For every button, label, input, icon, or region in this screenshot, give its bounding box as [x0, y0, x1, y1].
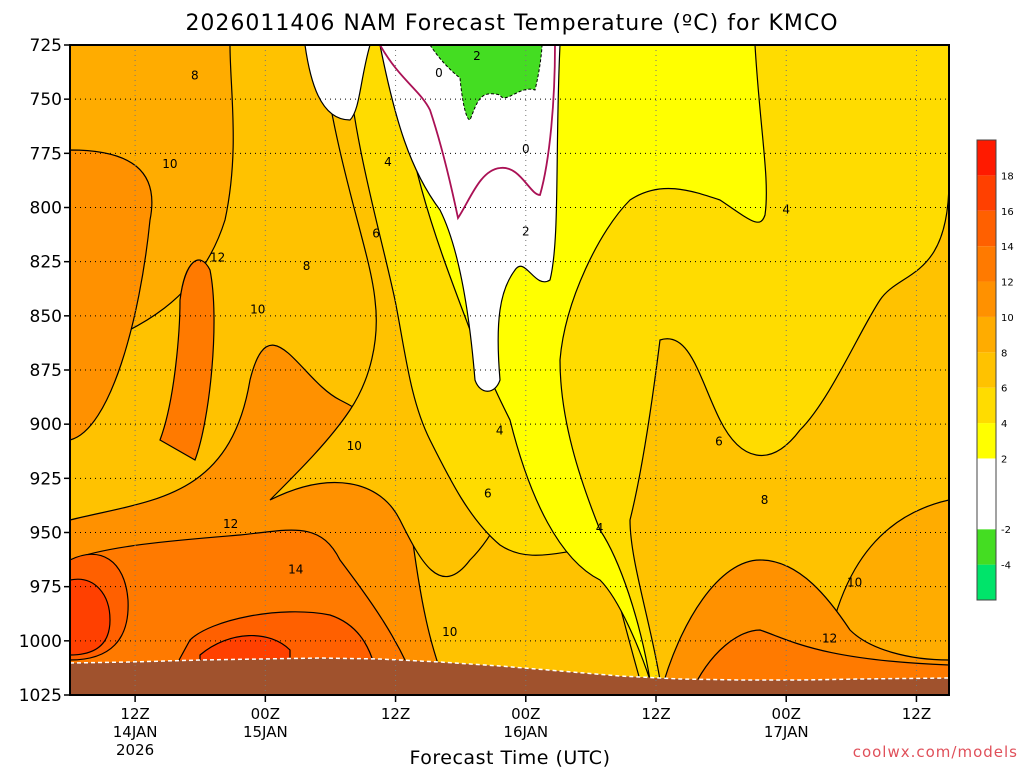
chart-title: 2026011406 NAM Forecast Temperature (ºC)… [185, 11, 838, 36]
x-tick-date: 15JAN [243, 723, 288, 741]
temp-band-12-14 [70, 259, 949, 695]
grid [70, 45, 949, 695]
colorbar-frame [976, 139, 997, 601]
x-tick-label: 12Z [641, 705, 670, 723]
x-tick-label: 00Z [511, 705, 540, 723]
colorbar-tick-label: -2 [1001, 525, 1011, 536]
x-tick-year: 2026 [116, 741, 154, 759]
y-tick-label: 1000 [19, 632, 62, 652]
y-tick-label: 750 [30, 90, 62, 110]
ground-terrain [70, 657, 949, 695]
contour-label: 10 [250, 302, 265, 316]
colorbar-bin [977, 246, 996, 282]
colorbar-tick-label: 4 [1001, 419, 1007, 430]
y-tick-label: 775 [30, 144, 62, 164]
colorbar-bin [977, 175, 996, 211]
contour-label: 14 [288, 562, 303, 576]
contour-label: 10 [162, 157, 177, 171]
y-tick-label: 825 [30, 253, 62, 273]
colorbar-bin [977, 387, 996, 424]
plot-area: 8 10 12 10 8 6 4 0 2 0 2 4 10 4 6 12 14 4 6 8 10 10 12 [70, 45, 949, 695]
colorbar-bin [977, 210, 996, 247]
colorbar: -4 -2 2 4 6 8 10 12 14 16 18 [976, 139, 1014, 601]
y-tick-label: 850 [30, 307, 62, 327]
y-tick-label: 950 [30, 524, 62, 544]
x-tick-label: 12Z [120, 705, 149, 723]
contour-label: 8 [303, 259, 311, 273]
colorbar-tick-label: 10 [1001, 313, 1014, 324]
contour-label: 12 [223, 517, 238, 531]
colorbar-tick-label: 16 [1001, 207, 1014, 218]
contour-label: 0 [522, 142, 530, 156]
x-tick-date: 16JAN [503, 723, 548, 741]
contour-label: 4 [496, 424, 504, 438]
colorbar-tick-label: 18 [1001, 171, 1014, 182]
colorbar-tick-label: 2 [1001, 454, 1007, 465]
colorbar-bin [977, 564, 996, 600]
colorbar-bin [977, 140, 996, 176]
x-tick-label: 00Z [772, 705, 801, 723]
contour-label: 4 [384, 155, 392, 169]
y-tick-label: 975 [30, 578, 62, 598]
contour-label: 4 [596, 521, 604, 535]
colorbar-bin [977, 281, 996, 317]
y-tick-label: 925 [30, 469, 62, 489]
contour-label: 8 [761, 493, 769, 507]
colorbar-bin [977, 529, 996, 565]
y-tick-label: 725 [30, 36, 62, 56]
colorbar-tick-label: -4 [1001, 561, 1011, 572]
colorbar-tick-label: 12 [1001, 278, 1014, 289]
temp-band-neg4-neg2 [429, 45, 543, 121]
x-tick-label: 12Z [902, 705, 931, 723]
y-tick-label: 900 [30, 415, 62, 435]
contour-label: 6 [715, 435, 723, 449]
colorbar-bin [977, 352, 996, 388]
contour-label: 6 [372, 227, 380, 241]
colorbar-bin [977, 458, 996, 530]
contour-label: 12 [210, 250, 225, 264]
x-tick-date: 14JAN [113, 723, 158, 741]
x-tick-label: 12Z [381, 705, 410, 723]
y-axis: 725 750 775 800 825 850 875 900 925 950 975 1000 102… [19, 36, 70, 706]
temp-band-neg2-2 [304, 45, 561, 392]
colorbar-bin [977, 316, 996, 353]
y-tick-label: 875 [30, 361, 62, 381]
colorbar-tick-label: 14 [1001, 242, 1014, 253]
contour-label: 2 [473, 49, 481, 63]
contour-label: 0 [435, 66, 443, 80]
y-tick-label: 1025 [19, 686, 62, 706]
contour-label: 12 [822, 632, 837, 646]
source-credit: coolwx.com/models [853, 743, 1018, 761]
y-tick-label: 800 [30, 199, 62, 219]
contour-label: 4 [782, 203, 790, 217]
colorbar-bin [977, 423, 996, 459]
freezing-line [379, 45, 556, 221]
x-axis-label: Forecast Time (UTC) [410, 747, 611, 768]
x-tick-date: 17JAN [764, 723, 809, 741]
contour-label: 2 [522, 224, 530, 238]
contour-label: 10 [847, 575, 862, 589]
colorbar-tick-label: 6 [1001, 384, 1007, 395]
contour-label: 10 [442, 625, 457, 639]
colorbar-tick-label: 8 [1001, 348, 1007, 359]
x-tick-label: 00Z [251, 705, 280, 723]
contour-label: 8 [191, 68, 199, 82]
contour-label: 10 [347, 439, 362, 453]
contour-label: 6 [484, 487, 492, 501]
